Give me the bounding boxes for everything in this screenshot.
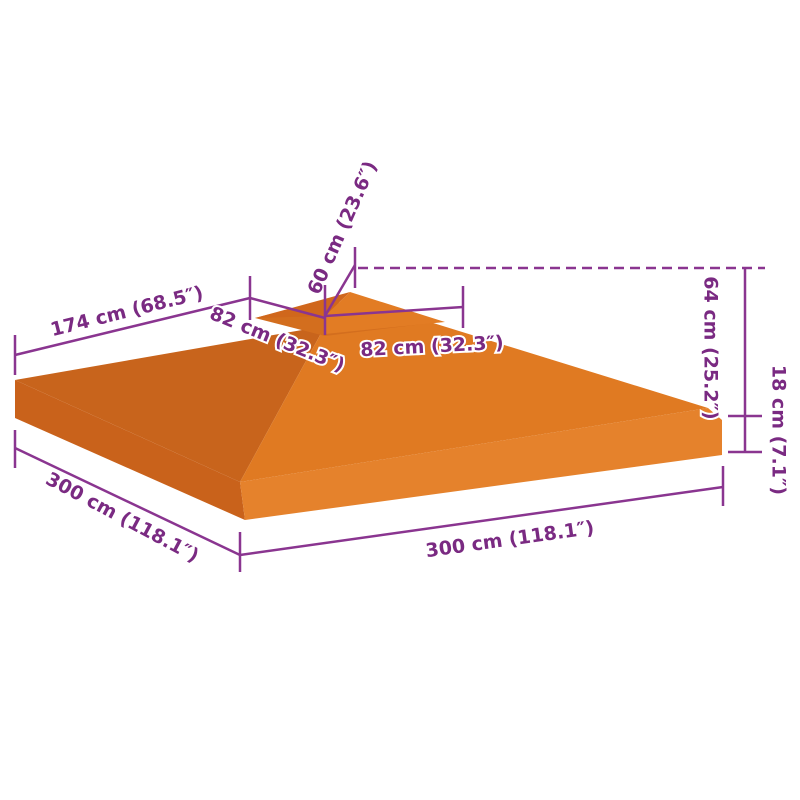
dimension-lines (13, 247, 765, 572)
canopy-front-side-band (240, 408, 722, 520)
label-total-height: 64 cm (25.2″) (700, 276, 722, 419)
label-overhang-side: 174 cm (68.5″) (48, 282, 205, 341)
label-valance-height: 18 cm (7.1″) (768, 365, 790, 495)
label-width: 300 cm (118.1″) (424, 517, 595, 562)
canopy-left-side-band (15, 380, 245, 520)
label-top-tier-height: 60 cm (23.6″) (303, 158, 381, 298)
canopy-left-roof (15, 326, 325, 482)
canopy-illustration (15, 292, 722, 520)
canopy-front-roof (240, 322, 708, 482)
